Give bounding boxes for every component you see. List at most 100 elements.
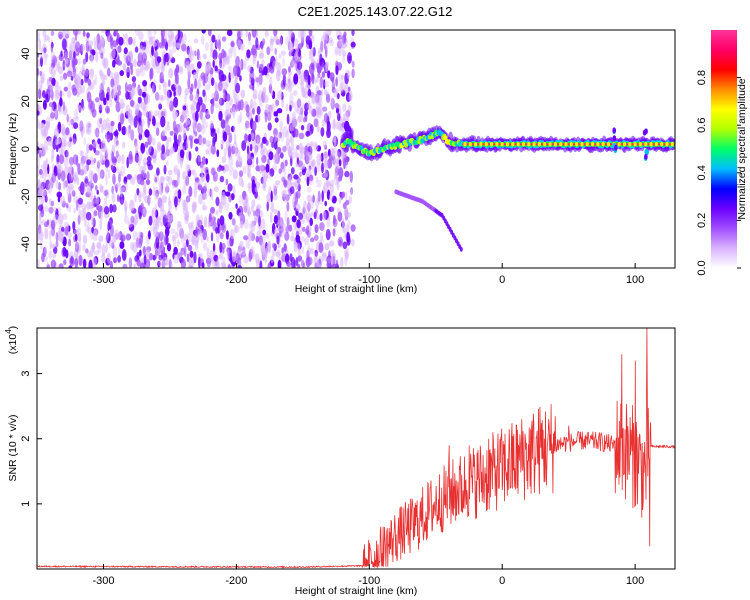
noise-blob — [313, 143, 319, 152]
noise-blob — [326, 30, 332, 37]
noise-blob — [152, 217, 158, 230]
noise-blob — [314, 252, 318, 261]
noise-blob — [279, 230, 282, 237]
noise-blob — [215, 196, 220, 207]
noise-blob — [194, 131, 198, 137]
noise-blob — [37, 102, 40, 109]
noise-blob — [84, 77, 88, 84]
noise-blob — [62, 180, 66, 190]
noise-blob — [75, 199, 79, 212]
noise-blob — [348, 55, 351, 62]
noise-blob — [273, 153, 279, 165]
noise-blob — [202, 242, 208, 251]
noise-blob — [198, 194, 203, 205]
noise-blob — [109, 260, 113, 268]
noise-blob — [207, 188, 211, 196]
noise-blob — [282, 125, 289, 138]
noise-blob — [331, 96, 334, 108]
noise-blob — [341, 74, 344, 80]
noise-blob — [229, 70, 235, 80]
noise-blob — [165, 175, 170, 182]
noise-blob — [268, 151, 274, 161]
noise-blob — [277, 90, 283, 101]
noise-blob — [74, 108, 78, 120]
noise-blob — [238, 194, 244, 205]
noise-blob — [58, 213, 64, 225]
noise-blob — [338, 35, 344, 47]
noise-blob — [134, 141, 139, 154]
noise-blob — [223, 164, 230, 172]
noise-blob — [284, 159, 288, 167]
noise-blob — [157, 260, 161, 268]
noise-blob — [93, 157, 97, 164]
noise-blob — [69, 136, 72, 143]
noise-blob — [122, 141, 126, 149]
noise-blob — [54, 89, 60, 101]
noise-blob — [66, 166, 72, 174]
noise-blob — [86, 32, 90, 39]
noise-blob — [155, 49, 158, 57]
noise-blob — [92, 141, 99, 149]
noise-blob — [173, 246, 178, 256]
noise-blob — [72, 62, 75, 69]
noise-blob — [322, 210, 327, 221]
noise-blob — [233, 141, 238, 153]
noise-blob — [151, 45, 154, 56]
noise-blob — [349, 170, 353, 183]
noise-blob — [223, 92, 226, 101]
noise-blob — [216, 149, 220, 158]
noise-blob — [228, 132, 233, 143]
noise-blob — [296, 61, 303, 71]
noise-blob — [151, 41, 158, 48]
noise-blob — [71, 190, 76, 197]
noise-blob — [246, 49, 251, 59]
noise-blob — [285, 36, 291, 47]
noise-blob — [62, 213, 68, 220]
noise-blob — [347, 212, 352, 218]
noise-blob — [296, 144, 300, 150]
noise-blob — [123, 63, 127, 74]
noise-blob — [301, 245, 305, 255]
noise-blob — [227, 65, 232, 72]
noise-blob — [338, 167, 344, 179]
noise-blob — [149, 134, 153, 143]
noise-blob — [110, 37, 114, 50]
noise-blob — [218, 70, 224, 82]
noise-blob — [141, 206, 147, 218]
noise-blob — [167, 96, 172, 108]
noise-blob — [160, 115, 166, 128]
noise-blob — [196, 155, 201, 167]
noise-blob — [125, 232, 131, 242]
noise-blob — [168, 67, 174, 79]
noise-blob — [210, 47, 214, 58]
noise-blob — [285, 83, 289, 92]
noise-blob — [56, 61, 61, 69]
noise-blob — [64, 30, 70, 37]
noise-blob — [247, 65, 252, 72]
noise-blob — [297, 263, 301, 268]
noise-blob — [204, 41, 209, 52]
noise-blob — [92, 197, 96, 205]
noise-blob — [82, 207, 87, 218]
noise-blob — [315, 176, 319, 183]
noise-blob — [286, 179, 292, 190]
noise-blob — [102, 119, 107, 131]
noise-blob — [152, 185, 156, 196]
snr-marks — [37, 328, 675, 569]
noise-blob — [320, 88, 324, 97]
noise-blob — [55, 231, 59, 242]
noise-blob — [303, 91, 308, 99]
colorbar-tick-label: 0.8 — [696, 70, 708, 85]
noise-blob — [106, 86, 111, 95]
noise-blob — [112, 245, 118, 258]
noise-blob — [94, 51, 99, 63]
noise-blob — [319, 103, 323, 113]
noise-blob — [234, 225, 240, 233]
noise-blob — [320, 127, 325, 137]
noise-blob — [80, 183, 85, 194]
noise-blob — [100, 70, 104, 78]
noise-blob — [125, 37, 129, 47]
noise-blob — [211, 34, 216, 43]
noise-blob — [324, 252, 327, 262]
noise-blob — [288, 149, 293, 160]
